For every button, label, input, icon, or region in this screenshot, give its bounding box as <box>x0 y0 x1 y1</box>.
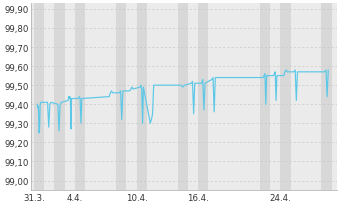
Bar <box>75 4 85 190</box>
Bar <box>322 4 332 190</box>
Bar <box>270 4 280 190</box>
Bar <box>291 4 301 190</box>
Bar <box>106 4 116 190</box>
Bar <box>34 4 44 190</box>
Bar <box>55 4 65 190</box>
Bar <box>65 4 75 190</box>
Bar <box>178 4 188 190</box>
Bar <box>260 4 270 190</box>
Bar <box>147 4 157 190</box>
Bar <box>280 4 291 190</box>
Bar <box>137 4 147 190</box>
Bar <box>198 4 208 190</box>
Bar <box>126 4 137 190</box>
Bar <box>44 4 55 190</box>
Bar <box>208 4 219 190</box>
Bar <box>188 4 198 190</box>
Bar <box>116 4 126 190</box>
